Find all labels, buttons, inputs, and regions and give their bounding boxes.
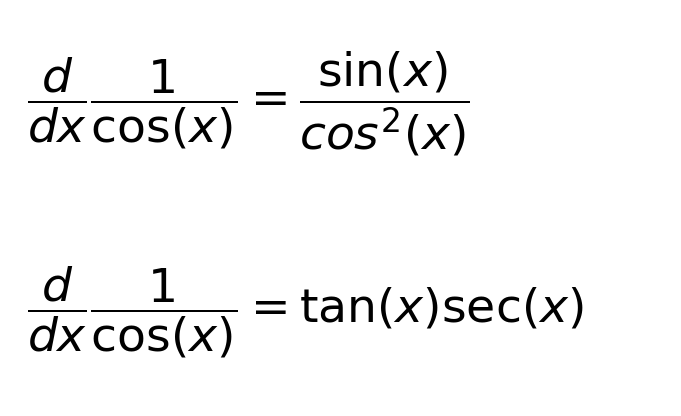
Text: $\dfrac{d}{dx}\dfrac{1}{\cos(x)} = \tan(x)\sec(x)$: $\dfrac{d}{dx}\dfrac{1}{\cos(x)} = \tan(… [27,264,584,360]
Text: $\dfrac{d}{dx}\dfrac{1}{\cos(x)} = \dfrac{\sin(x)}{\mathit{cos}^{2}(x)}$: $\dfrac{d}{dx}\dfrac{1}{\cos(x)} = \dfra… [27,50,470,158]
